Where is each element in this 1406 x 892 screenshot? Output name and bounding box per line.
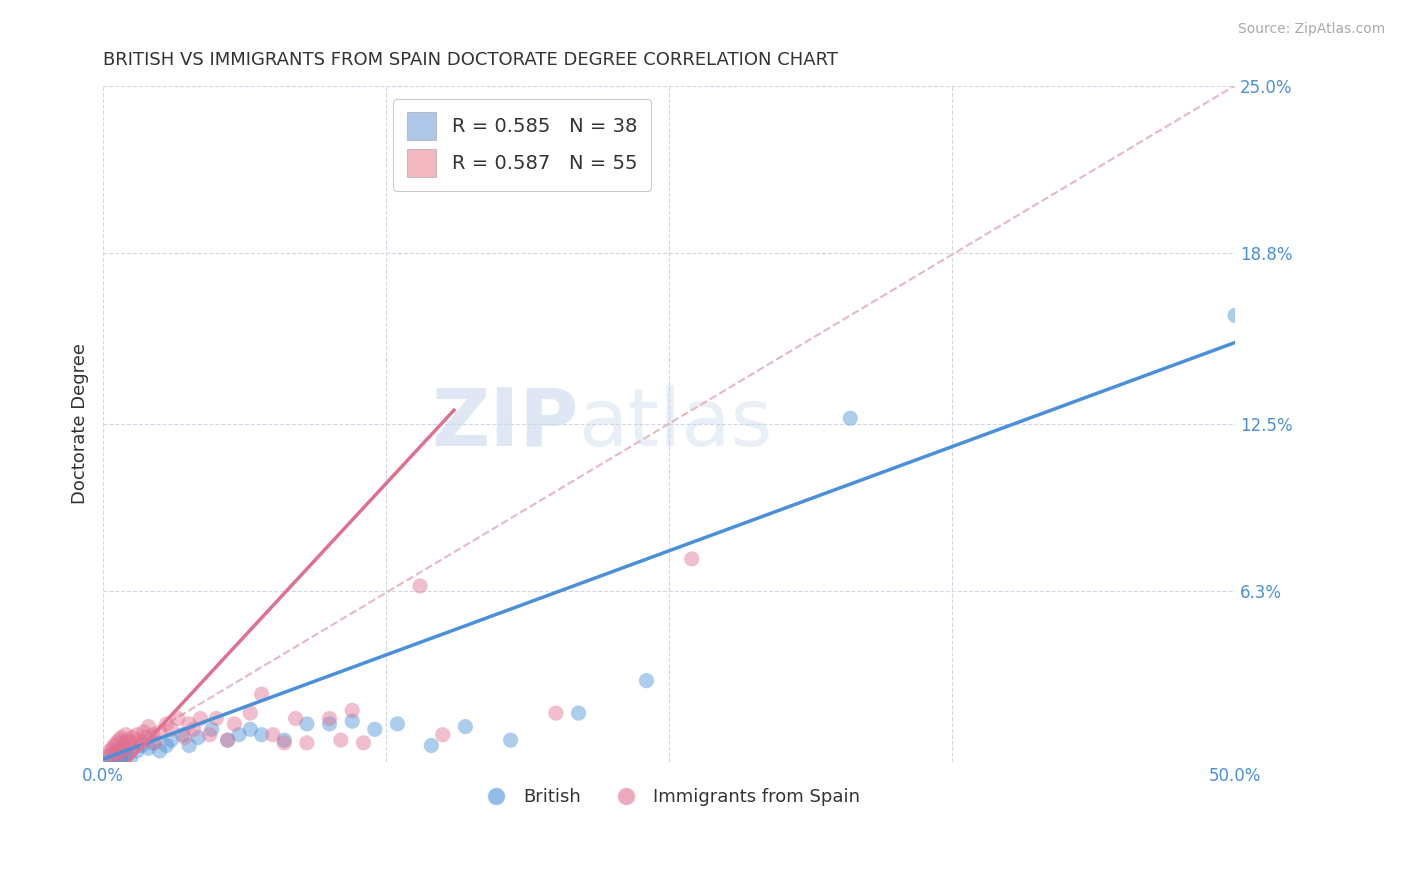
Point (142, 736, 165, 750)
Y-axis label: Doctorate Degree: Doctorate Degree (72, 343, 89, 504)
Point (432, 728, 454, 742)
Point (387, 717, 409, 731)
Point (127, 744, 149, 758)
Point (353, 736, 375, 750)
Point (454, 720, 477, 734)
Point (205, 711, 228, 725)
Point (499, 733, 522, 747)
Point (138, 720, 160, 734)
Point (217, 733, 239, 747)
Point (329, 733, 352, 747)
Point (143, 736, 166, 750)
Point (295, 717, 318, 731)
Point (239, 706, 262, 720)
Point (201, 723, 224, 737)
Point (228, 728, 250, 742)
Point (262, 728, 284, 742)
Point (166, 711, 188, 725)
Point (101, 755, 124, 769)
Text: BRITISH VS IMMIGRANTS FROM SPAIN DOCTORATE DEGREE CORRELATION CHART: BRITISH VS IMMIGRANTS FROM SPAIN DOCTORA… (103, 51, 838, 69)
Point (364, 723, 387, 737)
Legend: British, Immigrants from Spain: British, Immigrants from Spain (471, 781, 868, 814)
Point (117, 741, 139, 756)
Point (105, 736, 128, 750)
Point (135, 731, 157, 745)
Point (409, 579, 432, 593)
Point (103, 739, 125, 753)
Point (149, 744, 172, 758)
Point (273, 733, 295, 747)
Point (131, 736, 153, 750)
Point (187, 731, 209, 745)
Text: ZIP: ZIP (432, 384, 578, 463)
Point (128, 733, 150, 747)
Point (173, 731, 195, 745)
Point (110, 731, 132, 745)
Point (97, 749, 120, 764)
Point (636, 673, 658, 688)
Text: atlas: atlas (578, 384, 773, 463)
Point (340, 714, 363, 729)
Point (110, 752, 132, 766)
Point (681, 552, 703, 566)
Point (112, 744, 135, 758)
Point (318, 717, 340, 731)
Point (183, 723, 205, 737)
Point (567, 706, 589, 720)
Point (98, 749, 121, 764)
Point (120, 736, 142, 750)
Point (120, 752, 142, 766)
Point (273, 736, 295, 750)
Point (284, 711, 307, 725)
Point (110, 741, 132, 756)
Point (198, 728, 221, 742)
Point (250, 687, 273, 701)
Point (217, 733, 239, 747)
Point (108, 749, 131, 764)
Point (105, 747, 128, 761)
Point (138, 741, 160, 756)
Point (108, 747, 131, 761)
Point (114, 728, 136, 742)
Point (1223, 309, 1246, 323)
Point (132, 725, 155, 739)
Point (179, 717, 201, 731)
Point (101, 741, 124, 756)
Point (224, 717, 246, 731)
Point (108, 733, 131, 747)
Point (98, 744, 121, 758)
Point (112, 744, 135, 758)
Point (117, 747, 139, 761)
Point (124, 739, 146, 753)
Point (142, 728, 165, 742)
Point (250, 728, 273, 742)
Point (179, 739, 201, 753)
Point (105, 744, 128, 758)
Point (839, 411, 862, 425)
Point (340, 703, 363, 717)
Point (131, 739, 153, 753)
Point (114, 739, 136, 753)
Point (103, 749, 125, 764)
Point (295, 736, 318, 750)
Point (239, 723, 262, 737)
Point (114, 749, 136, 764)
Point (101, 747, 124, 761)
Point (149, 725, 172, 739)
Point (117, 733, 139, 747)
Point (155, 717, 177, 731)
Point (103, 752, 125, 766)
Point (121, 731, 143, 745)
Point (420, 739, 443, 753)
Point (112, 736, 135, 750)
Point (190, 711, 212, 725)
Point (544, 706, 567, 720)
Point (155, 739, 177, 753)
Point (172, 728, 194, 742)
Point (318, 711, 340, 725)
Text: Source: ZipAtlas.com: Source: ZipAtlas.com (1237, 22, 1385, 37)
Point (127, 728, 149, 742)
Point (160, 733, 183, 747)
Point (160, 723, 183, 737)
